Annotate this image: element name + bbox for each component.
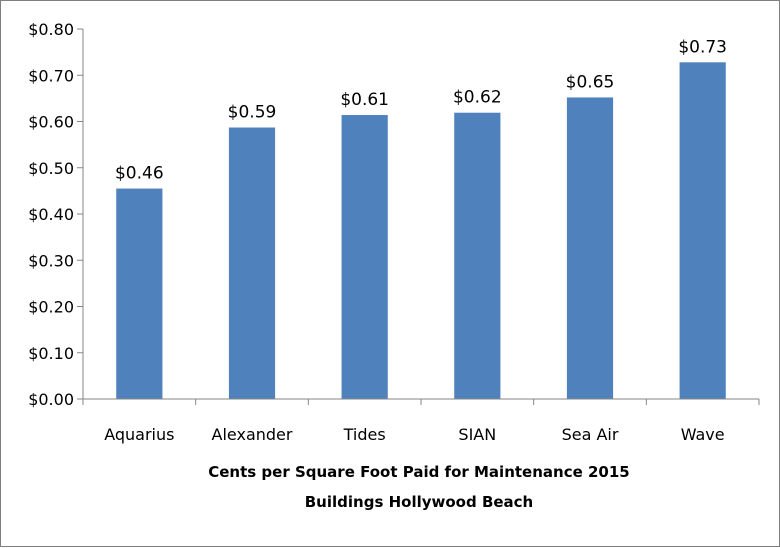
y-tick-label: $0.20: [28, 298, 74, 317]
y-tick-label: $0.50: [28, 159, 74, 178]
x-category-label: SIAN: [458, 425, 496, 444]
bar: [341, 115, 388, 400]
x-axis-title-line-1: Cents per Square Foot Paid for Maintenan…: [208, 463, 629, 481]
y-tick-label: $0.60: [28, 113, 74, 132]
x-category-label: Alexander: [212, 425, 293, 444]
y-tick-label: $0.30: [28, 251, 74, 270]
bar-data-label: $0.59: [228, 103, 277, 123]
x-category-label: Aquarius: [104, 425, 174, 444]
y-tick-label: $0.80: [28, 20, 74, 39]
y-axis: $0.00 $0.10 $0.20 $0.30 $0.40 $0.50 $0.60 $0.70…: [28, 20, 84, 409]
x-axis-title-line-2: Buildings Hollywood Beach: [305, 493, 534, 511]
bar-data-label: $0.65: [566, 72, 615, 92]
bar: [566, 97, 614, 399]
data-labels: $0.46 $0.59 $0.61 $0.62 $0.65 $0.73: [115, 37, 727, 183]
x-category-label: Wave: [681, 425, 725, 444]
bar-data-label: $0.46: [115, 164, 164, 184]
bars: [116, 62, 726, 400]
x-axis: Aquarius Alexander Tides SIAN Sea Air Wave: [82, 398, 760, 444]
bar-data-label: $0.73: [678, 37, 727, 57]
y-tick-label: $0.70: [28, 66, 74, 85]
bar: [116, 188, 163, 399]
x-category-label: Sea Air: [562, 425, 619, 444]
bar-data-label: $0.62: [453, 88, 502, 108]
bar: [454, 112, 501, 400]
x-category-label: Tides: [343, 425, 386, 444]
y-tick-label: $0.40: [28, 205, 74, 224]
bar: [679, 62, 726, 400]
y-tick-label: $0.10: [28, 344, 74, 363]
bar: [228, 127, 276, 399]
y-tick-label: $0.00: [28, 390, 74, 409]
bar-data-label: $0.61: [340, 90, 389, 110]
